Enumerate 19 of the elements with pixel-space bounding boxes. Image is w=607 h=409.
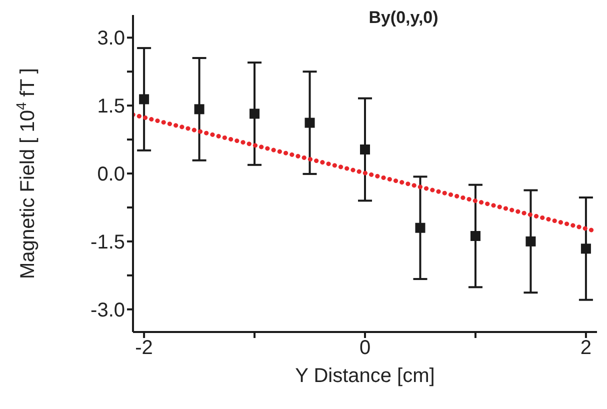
point: [526, 236, 536, 246]
y-tick-label: -1.5: [90, 232, 125, 254]
y-tick-label: -3.0: [90, 299, 125, 322]
y-tick-label: 3.0: [97, 28, 125, 50]
y-tick-label: 1.5: [97, 96, 125, 118]
x-tick-label: -2: [135, 337, 153, 360]
point: [415, 222, 426, 233]
y-tick-label: 0.0: [97, 164, 125, 186]
chart-title: By(0,y,0): [368, 8, 440, 28]
x-tick-label: 0: [359, 337, 371, 360]
x-tick-label: 2: [580, 337, 592, 360]
point: [250, 108, 260, 119]
point: [194, 104, 204, 114]
point: [304, 118, 315, 128]
x-axis-title: Y Distance [cm]: [295, 365, 435, 387]
point: [139, 94, 150, 104]
point: [470, 230, 480, 241]
point: [360, 144, 370, 154]
point: [580, 244, 591, 254]
